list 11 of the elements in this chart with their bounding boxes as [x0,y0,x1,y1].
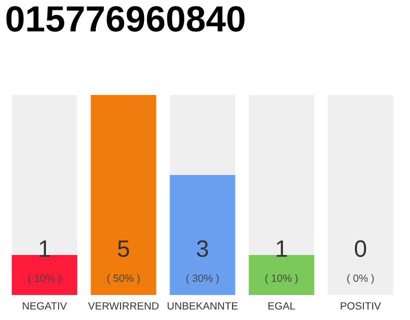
data-label: 3 ( 30% ) [186,240,219,284]
x-tick-label: POSITIV [340,302,382,310]
data-label: 1 ( 10% ) [265,240,298,284]
chart-title: 015776960840 [6,6,245,32]
data-label: 1 ( 10% ) [28,240,61,284]
x-tick-label: NEGATIV [22,302,67,310]
x-tick-label: VERWIRREND [88,302,158,310]
x-tick-label: UNBEKANNTE [168,302,238,310]
annotation: 0 ( 0% ) [347,240,374,284]
x-tick-label: EGAL [268,302,296,310]
data-label: 5 ( 50% ) [107,240,140,284]
